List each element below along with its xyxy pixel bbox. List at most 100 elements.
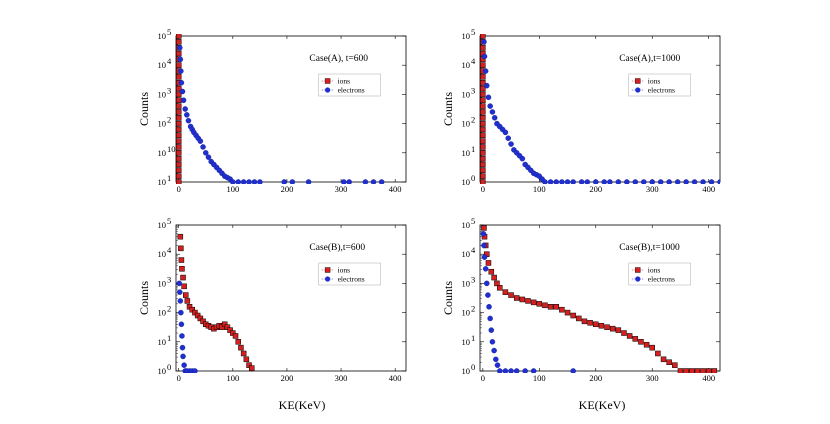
ion-point [176, 50, 182, 57]
x-axis-label-bottom-right: KE(KeV) [579, 398, 626, 412]
ion-point [176, 138, 182, 144]
y-tick-label-exponent: 4 [167, 245, 172, 255]
ion-point [615, 327, 622, 333]
ion-point [176, 74, 182, 80]
y-tick-label-exponent: 3 [471, 274, 475, 284]
ion-point [530, 299, 537, 306]
electron-point [482, 266, 489, 272]
electron-point [487, 103, 493, 109]
ion-point [176, 161, 182, 168]
legend-label: electrons [648, 86, 675, 95]
electron-point [666, 179, 672, 184]
ion-point [480, 126, 486, 133]
electron-point [192, 368, 198, 373]
ion-point [481, 225, 487, 231]
legend-label: ions [338, 266, 351, 275]
ion-point [508, 292, 514, 298]
legend-box [318, 73, 381, 97]
ion-point [480, 62, 486, 68]
ion-point [570, 312, 576, 319]
y-tick-label-exponent: 3 [167, 85, 171, 95]
ion-point [480, 74, 486, 80]
y-tick-label-exponent: 5 [471, 216, 475, 226]
ion-point [176, 155, 182, 162]
electron-point [502, 368, 509, 373]
ion-point [643, 341, 650, 348]
ion-point [235, 339, 241, 345]
electron-point [481, 53, 488, 60]
legend-label: electrons [648, 275, 675, 284]
electron-point [632, 179, 639, 184]
x-tick-label: 400 [389, 184, 402, 194]
ion-point [598, 322, 605, 329]
plot-frame [175, 224, 407, 372]
y-tick-label-base: 10 [462, 119, 471, 129]
electron-point [519, 155, 526, 162]
chart-title: Case(A),t=1000 [619, 53, 680, 64]
ion-point [559, 306, 565, 313]
electron-point [683, 179, 689, 184]
ion-point [513, 295, 520, 301]
electron-point [480, 231, 487, 237]
electron-point [488, 327, 495, 333]
ion-point [480, 103, 486, 109]
electron-point [700, 179, 706, 184]
y-axis-label: Counts [441, 92, 455, 126]
electron-point [486, 304, 492, 310]
ion-point [176, 103, 182, 109]
y-tick-label-base: 10 [462, 177, 471, 187]
ion-point [176, 150, 182, 156]
y-tick-label-base: 10 [462, 89, 471, 99]
legend-marker-electrons [635, 87, 641, 93]
legend-label: ions [648, 266, 661, 275]
electron-point [494, 362, 501, 368]
ion-point [178, 245, 184, 252]
electron-point [570, 368, 576, 373]
data-points [176, 233, 255, 373]
ion-point [180, 274, 186, 281]
x-tick-label: 200 [281, 373, 294, 383]
ion-point [480, 179, 486, 184]
ion-point [683, 368, 689, 373]
y-axis-label: Counts [137, 92, 151, 126]
y-axis-label: Counts [441, 281, 455, 315]
y-tick-label-base: 10 [158, 249, 167, 259]
ion-point [178, 257, 185, 263]
electron-point [185, 117, 192, 124]
y-tick-label-base: 10 [462, 366, 471, 376]
electron-point [522, 368, 528, 373]
ion-point [672, 362, 678, 368]
x-tick-label: 0 [177, 373, 181, 383]
ion-point [593, 321, 599, 328]
electron-point [305, 179, 312, 184]
electron-point [240, 179, 247, 184]
y-tick-label-exponent: 1 [471, 333, 475, 343]
electron-point [489, 109, 496, 115]
data-points [480, 34, 720, 184]
ion-point [694, 368, 701, 373]
y-tick-label-exponent: 4 [471, 245, 476, 255]
electron-point [346, 179, 352, 184]
ion-point [689, 368, 695, 373]
electron-point [497, 368, 503, 373]
electron-point [624, 179, 630, 184]
electron-point [177, 298, 184, 304]
electron-point [281, 179, 287, 184]
electron-point [491, 115, 498, 121]
ion-point [587, 320, 593, 326]
ion-point [480, 138, 486, 144]
electron-point [178, 79, 185, 86]
y-tick-label-exponent: 2 [471, 115, 475, 125]
y-tick-label-base: 10 [462, 220, 471, 230]
x-tick-label: 100 [226, 373, 239, 383]
electron-point [593, 179, 599, 184]
legend-marker-ions [324, 78, 331, 84]
chart-title: Case(A), t=600 [309, 53, 368, 64]
ion-point [176, 97, 182, 103]
ion-point [677, 368, 684, 373]
legend-box [628, 262, 691, 286]
